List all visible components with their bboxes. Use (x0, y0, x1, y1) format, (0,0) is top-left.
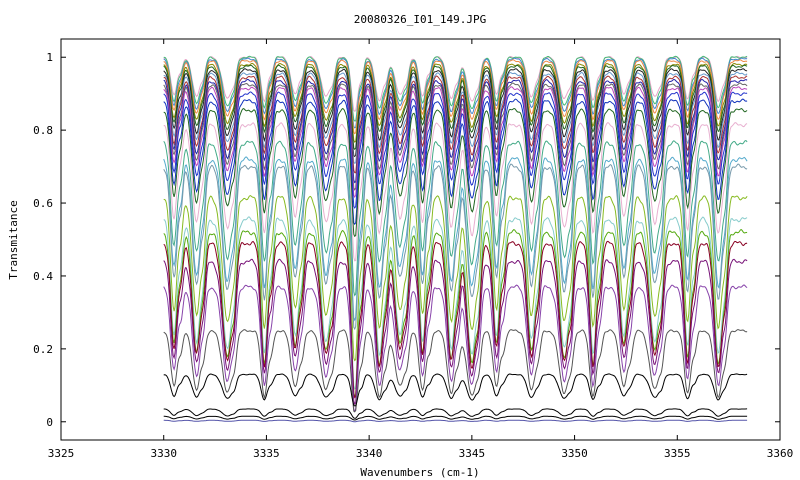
series-line (163, 98, 748, 226)
series-line (163, 59, 748, 135)
series-line (163, 284, 748, 413)
series-line (163, 415, 748, 421)
series-line (163, 163, 748, 331)
series-line (163, 122, 748, 262)
x-tick-label: 3355 (664, 447, 691, 460)
x-tick-label: 3325 (48, 447, 75, 460)
x-axis: 3325 3330 3335 3340 3345 3350 3355 3360 (48, 39, 794, 460)
series-line (163, 258, 748, 406)
series-line (163, 91, 748, 209)
chart-title: 20080326_I01_149.JPG (354, 13, 486, 26)
y-tick-label: 1 (46, 51, 53, 64)
series-line (163, 140, 748, 297)
series-line (163, 194, 748, 362)
series-line (163, 329, 748, 413)
x-tick-label: 3335 (253, 447, 280, 460)
series-line (163, 108, 748, 238)
x-tick-label: 3350 (561, 447, 588, 460)
y-tick-label: 0.8 (33, 124, 53, 137)
series-line (163, 68, 748, 158)
series-layer (163, 55, 748, 423)
y-tick-label: 0.4 (33, 270, 53, 283)
x-tick-label: 3340 (356, 447, 383, 460)
y-axis-title: Transmitance (7, 200, 20, 279)
y-axis: 0 0.2 0.4 0.6 0.8 1 (33, 51, 780, 429)
x-tick-label: 3345 (459, 447, 486, 460)
series-line (163, 419, 748, 423)
series-line (163, 408, 748, 419)
y-tick-label: 0.2 (33, 343, 53, 356)
series-line (163, 373, 748, 407)
y-tick-label: 0.6 (33, 197, 53, 210)
x-tick-label: 3360 (767, 447, 794, 460)
y-tick-label: 0 (46, 416, 53, 429)
series-line (163, 240, 748, 399)
x-tick-label: 3330 (150, 447, 177, 460)
x-axis-title: Wavenumbers (cm-1) (360, 466, 479, 479)
